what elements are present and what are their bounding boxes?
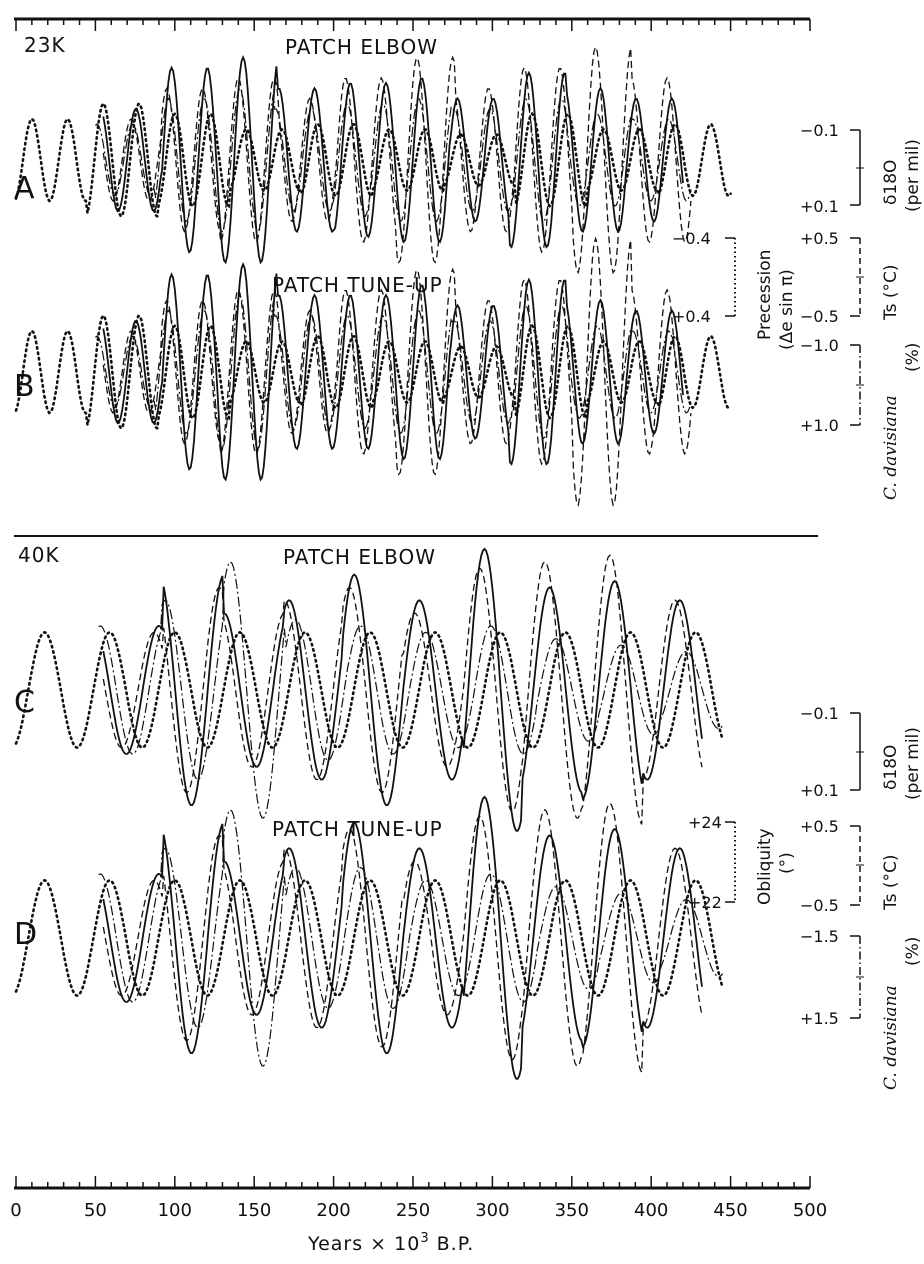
d18o-23k-label: δ18O [881, 160, 901, 205]
x-tick-label-50: 50 [84, 1200, 107, 1221]
d18o-23k-bottom: +0.1 [800, 197, 839, 216]
series-b-dashdot [95, 293, 692, 450]
series-d-dotted [14, 878, 725, 997]
series-c-dashdot [98, 560, 724, 819]
series-a-solid [102, 54, 684, 265]
scale-d18o-40k: −0.1 +0.1 δ18O (per mil) [800, 704, 923, 800]
period-label-23k: 23K [24, 33, 66, 57]
cd-40k-top: −1.5 [800, 927, 839, 946]
d18o-23k-top: −0.1 [800, 121, 839, 140]
obliquity-unit: (°) [777, 852, 797, 874]
ts-40k-bottom: −0.5 [800, 896, 839, 915]
cd-40k-bottom: +1.5 [800, 1009, 839, 1028]
precession-label: Precession [755, 250, 775, 340]
x-tick-label-500: 500 [793, 1200, 827, 1221]
d18o-40k-bottom: +0.1 [800, 781, 839, 800]
d18o-23k-unit: (per mil) [903, 139, 923, 212]
period-label-40k: 40K [18, 543, 60, 567]
cd-40k-unit: (%) [903, 937, 923, 966]
obliquity-bottom: +22 [688, 893, 722, 912]
scale-cdavisiana-40k: −1.5 +1.5 C. davisiana (%) [800, 927, 923, 1090]
obliquity-label: Obliquity [755, 828, 775, 905]
series-c-solid [102, 547, 703, 832]
series-b-dotted [14, 313, 732, 431]
x-tick-label-450: 450 [713, 1200, 747, 1221]
series-b-solid [102, 261, 684, 482]
precession-unit: (Δe sin π) [777, 269, 797, 350]
scale-obliquity: +24 +22 Obliquity (°) [688, 813, 797, 912]
x-tick-label-400: 400 [634, 1200, 668, 1221]
series-b-dashed [102, 236, 692, 507]
x-tick-label-200: 200 [316, 1200, 350, 1221]
series-c-dotted [14, 630, 725, 749]
cd-23k-top: −1.0 [800, 336, 839, 355]
ts-40k-top: +0.5 [800, 817, 839, 836]
panel-c-title: PATCH ELBOW [283, 545, 436, 569]
series-a-dashed [102, 45, 692, 275]
scale-ts-23k: +0.5 −0.5 Ts (°C) [800, 229, 901, 326]
series-d-dashed [102, 802, 703, 1073]
curves [14, 45, 732, 1080]
panel-b-letter: B [14, 369, 35, 404]
ts-23k-bottom: −0.5 [800, 307, 839, 326]
x-tick-label-100: 100 [158, 1200, 192, 1221]
x-tick-label-350: 350 [555, 1200, 589, 1221]
d18o-40k-top: −0.1 [800, 704, 839, 723]
x-tick-label-150: 150 [237, 1200, 271, 1221]
cd-23k-bottom: +1.0 [800, 416, 839, 435]
scale-cdavisiana-23k: −1.0 +1.0 C. davisiana (%) [800, 336, 923, 500]
panel-b-title: PATCH TUNE-UP [272, 273, 443, 297]
cd-23k-unit: (%) [903, 343, 923, 372]
scale-ts-40k: +0.5 −0.5 Ts (°C) [800, 817, 901, 915]
obliquity-top: +24 [688, 813, 722, 832]
ts-23k-top: +0.5 [800, 229, 839, 248]
precession-top: −0.4 [672, 229, 711, 248]
scale-precession: −0.4 +0.4 Precession (Δe sin π) [672, 229, 797, 350]
cd-23k-label: C. davisiana [881, 395, 901, 500]
d18o-40k-unit: (per mil) [903, 727, 923, 800]
series-a-dashdot [95, 86, 692, 233]
cd-40k-label: C. davisiana [881, 985, 901, 1090]
ts-23k-label: Ts (°C) [881, 265, 901, 321]
x-ticks: 0 50 100 150 200 250 300 350 400 450 500 [10, 19, 827, 1221]
precession-bottom: +0.4 [672, 307, 711, 326]
series-a-dotted [14, 101, 732, 219]
x-tick-label-300: 300 [475, 1200, 509, 1221]
panel-a-title: PATCH ELBOW [285, 35, 438, 59]
scale-d18o-23k: −0.1 +0.1 δ18O (per mil) [800, 121, 923, 216]
panel-c-letter: C [14, 685, 35, 720]
x-tick-label-250: 250 [396, 1200, 430, 1221]
series-d-dashdot [98, 808, 724, 1067]
panel-a-letter: A [14, 171, 35, 206]
d18o-40k-label: δ18O [881, 745, 901, 790]
x-tick-label-0: 0 [10, 1200, 21, 1221]
ts-40k-label: Ts (°C) [881, 855, 901, 911]
x-axis-label: Years × 103 B.P. [307, 1231, 474, 1255]
series-d-solid [102, 795, 703, 1080]
series-c-dashed [102, 554, 703, 825]
